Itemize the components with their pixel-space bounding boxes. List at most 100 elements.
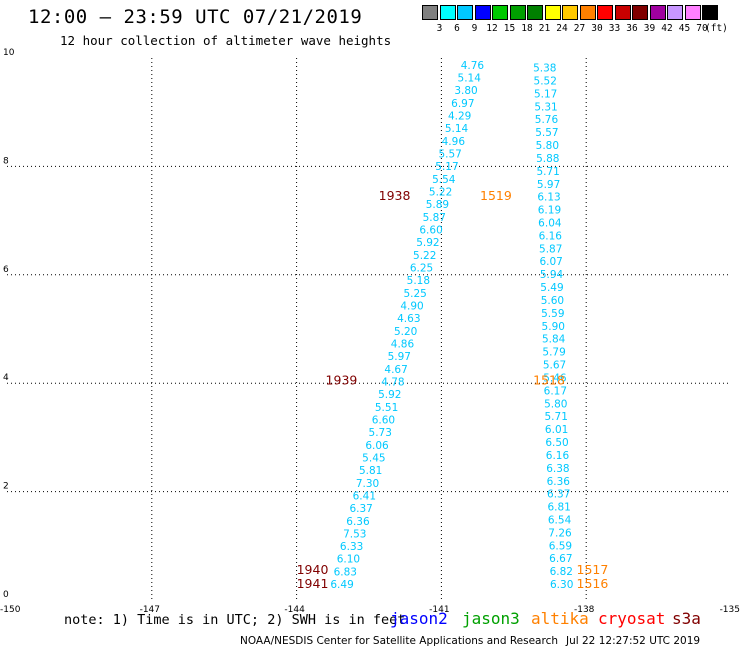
wave-height-value: 6.36 [547,476,571,488]
wave-height-value: 5.57 [438,148,461,160]
x-tick-label: -135 [720,605,740,615]
pass-time-label: 1939 [326,372,358,387]
color-scale-swatch [492,5,508,20]
wave-height-value: 6.67 [549,553,572,565]
wave-height-value: 4.86 [391,338,415,350]
wave-height-value: 6.07 [539,256,562,268]
color-scale-label: 42 [661,23,673,34]
wave-height-value: 6.50 [545,437,568,449]
wave-height-value: 5.80 [536,140,559,152]
wave-height-value: 6.38 [546,463,569,475]
x-tick-label: -150 [0,605,21,615]
color-scale-label: 70 [696,23,708,34]
wave-height-value: 5.92 [378,389,401,401]
wave-height-value: 6.10 [337,554,360,566]
wave-height-value: 4.76 [461,60,485,72]
wave-height-value: 6.06 [365,440,389,452]
color-scale-label: 18 [521,23,533,34]
wave-height-value: 5.60 [541,295,564,307]
wave-height-value: 5.20 [394,326,417,338]
legend-cryosat: cryosat [598,609,666,628]
y-tick-label: 0 [3,590,9,600]
wave-height-value: 6.17 [544,385,567,397]
pass-time-label: 1516 [577,576,609,591]
wave-height-value: 4.90 [400,300,423,312]
wave-height-value: 5.14 [458,73,482,85]
units-note: note: 1) Time is in UTC; 2) SWH is in fe… [64,612,406,628]
color-scale-label: 24 [556,23,568,34]
wave-height-value: 6.16 [546,450,570,462]
wave-height-value: 6.25 [410,262,433,274]
wave-height-value: 5.14 [445,123,469,135]
wave-height-value: 5.49 [540,282,563,294]
wave-height-value: 5.71 [536,166,559,178]
color-scale-swatch [544,5,561,20]
color-scale-swatch [457,5,473,20]
wave-height-value: 5.52 [534,75,557,87]
color-scale-label: 45 [678,23,691,34]
wave-height-value: 5.25 [403,288,426,300]
wave-height-value: 5.76 [535,114,559,126]
wave-height-value: 5.46 [543,372,567,384]
y-tick-label: 6 [3,265,9,275]
wave-height-value: 5.17 [435,161,458,173]
wave-height-value: 6.81 [547,502,570,514]
wave-height-value: 6.01 [545,424,568,436]
wave-height-value: 5.87 [423,212,446,224]
color-scale-swatch [527,5,543,20]
wave-height-value: 6.36 [346,516,370,528]
wave-height-value: 5.97 [388,351,411,363]
color-scale-label: 15 [503,23,516,34]
wave-height-value: 6.33 [340,541,363,553]
pass-time-label: 1941 [297,576,329,591]
wave-height-value: 6.37 [547,489,570,501]
color-scale-swatch [702,5,718,20]
wave-height-value: 5.88 [536,153,559,165]
wave-height-value: 4.67 [384,364,407,376]
color-scale-swatch [632,5,648,20]
legend-altika: altika [531,609,589,628]
x-tick-label: -147 [140,605,160,615]
wave-height-value: 5.87 [539,243,562,255]
color-scale-label: 21 [538,23,551,34]
pass-time-label: 1940 [297,562,329,577]
color-scale-swatch [579,5,596,20]
legend-s3a: s3a [672,609,701,628]
chart-title: 12:00 – 23:59 UTC 07/21/2019 [28,6,363,28]
wave-height-value: 6.16 [539,230,563,242]
wave-height-value: 5.45 [362,452,385,464]
wave-height-value: 4.63 [397,313,420,325]
legend-jason3: jason3 [462,609,520,628]
wave-height-value: 6.37 [349,503,372,515]
wave-height-value: 5.31 [534,101,557,113]
pass-time-label: 1519 [480,188,512,203]
wave-height-value: 6.49 [330,579,353,591]
wave-height-value: 5.89 [426,199,449,211]
wave-height-value: 6.30 [550,579,573,591]
y-tick-label: 4 [3,373,9,383]
wave-height-value: 5.22 [429,186,452,198]
legend-jason2: jason2 [390,609,448,628]
color-scale-swatch [597,5,613,20]
wave-height-value: 3.80 [454,85,477,97]
color-scale-unit: (ft) [705,23,728,34]
wave-height-value: 5.80 [544,398,567,410]
chart-subtitle: 12 hour collection of altimeter wave hei… [60,33,392,48]
color-scale-swatch [439,5,456,20]
color-scale-swatch [562,5,578,20]
wave-height-value: 6.60 [372,414,395,426]
wave-height-value: 5.67 [543,360,566,372]
wave-height-value: 7.53 [343,528,366,540]
wave-height-value: 5.17 [534,88,557,100]
color-scale-label: 30 [591,23,603,34]
color-scale-swatch [509,5,526,20]
wave-height-value: 5.84 [542,334,566,346]
color-scale-label: 9 [471,23,478,34]
wave-height-value: 5.73 [369,427,392,439]
color-scale-swatch [667,5,683,20]
color-scale-swatch [474,5,491,20]
wave-height-value: 4.96 [442,136,466,148]
wave-height-value: 5.94 [540,269,564,281]
color-scale-label: 39 [643,23,656,34]
pass-time-label: 1938 [379,188,411,203]
